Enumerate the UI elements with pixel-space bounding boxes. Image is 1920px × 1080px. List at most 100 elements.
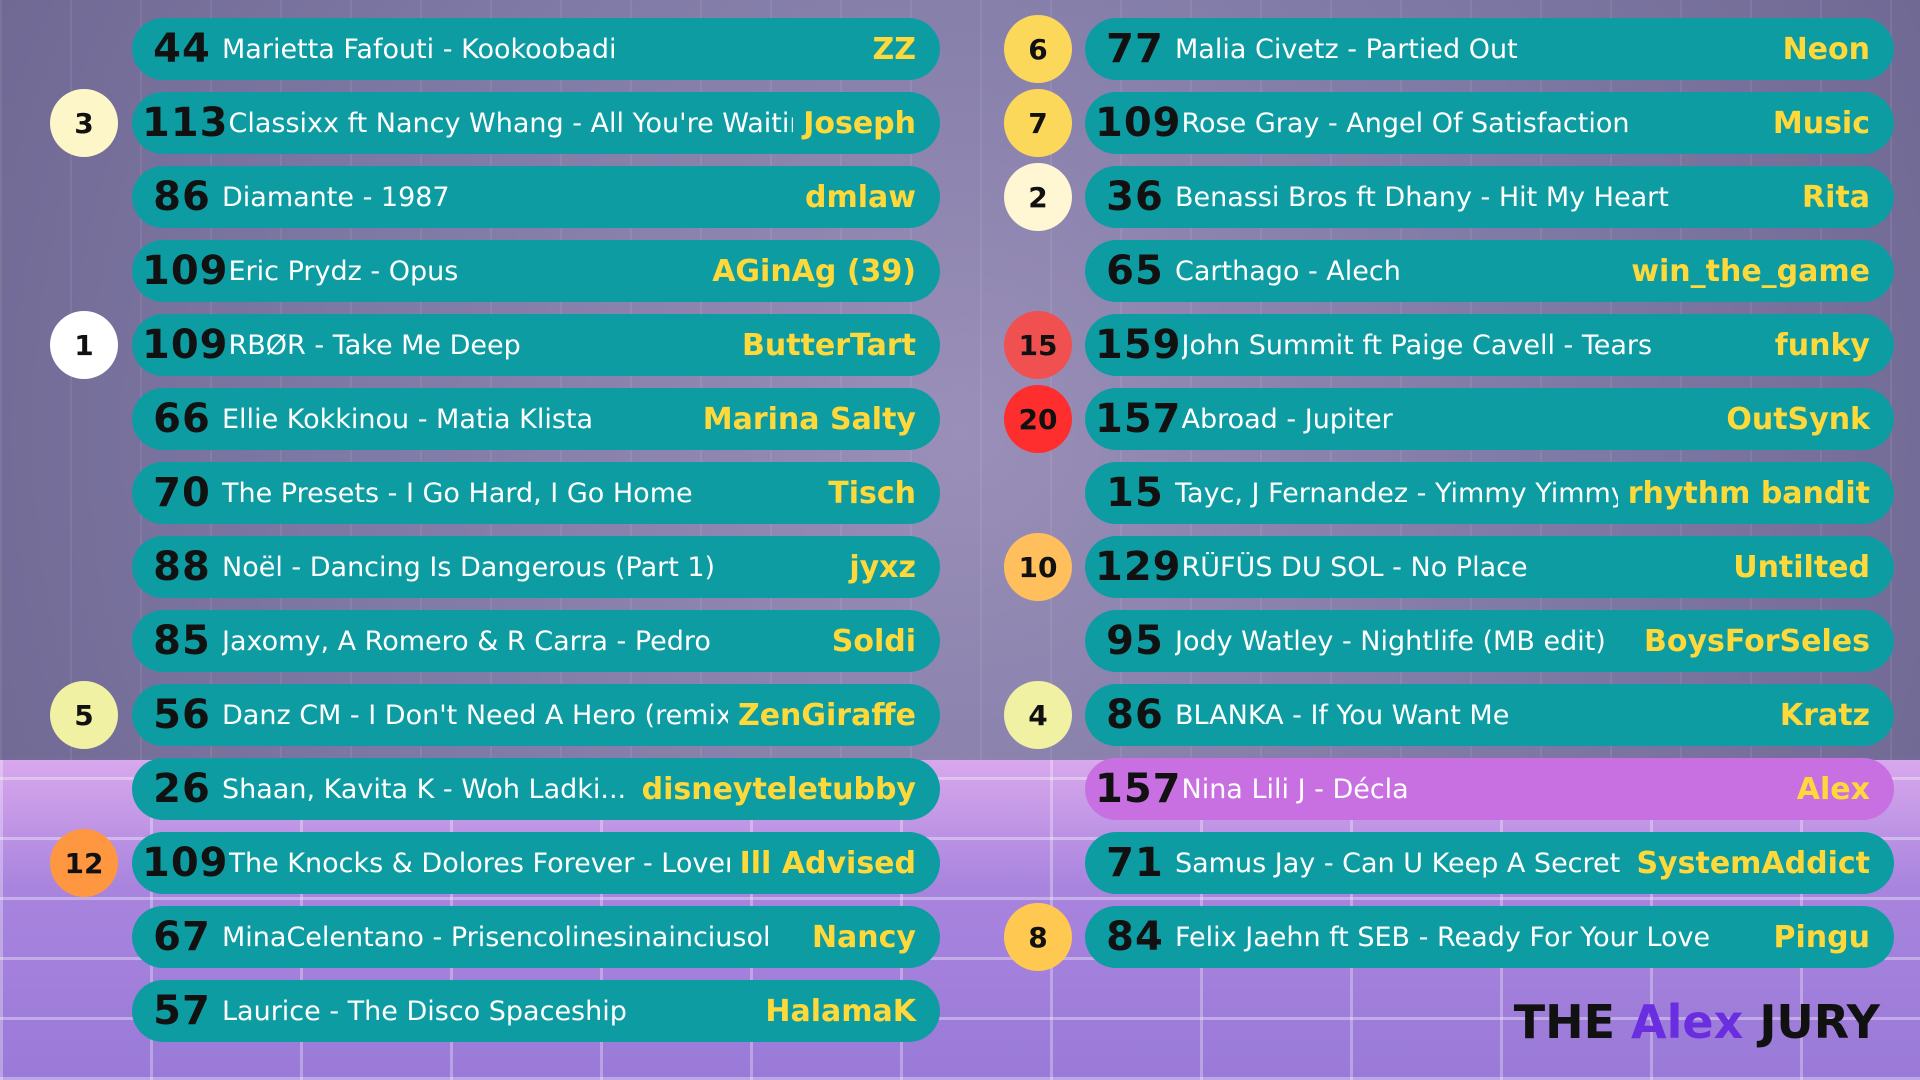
score: 109 [142,840,229,886]
song-title: Felix Jaehn ft SEB - Ready For Your Love [1175,921,1711,953]
score: 85 [153,618,211,664]
score: 86 [153,174,211,220]
points-badge: 1 [50,311,118,379]
entry-row: 36 Benassi Bros ft Dhany - Hit My Heart Ri… [1085,166,1894,228]
song-title: Malia Civetz - Partied Out [1175,33,1518,65]
song-title: Diamante - 1987 [222,181,450,213]
song-title: The Presets - I Go Hard, I Go Home [222,477,693,509]
song-title: Abroad - Jupiter [1181,403,1393,435]
points-badge: 12 [50,829,118,897]
user-name: Joseph [803,105,916,141]
footer: THE Alex JURY [1514,995,1880,1049]
user-name: BoysForSeles [1643,623,1870,659]
user-name: rhythm bandit [1627,475,1870,511]
user-name: Nancy [811,919,916,955]
entry-row: 109 RBØR - Take Me Deep ButterTart [132,314,940,376]
points-badge: 5 [50,681,118,749]
score: 109 [1095,100,1182,146]
song-title: The Knocks & Dolores Forever - Lover [228,847,730,879]
user-name: Ill Advised [739,845,916,881]
entry-row: 66 Ellie Kokkinou - Matia Klista Marina Sa… [132,388,940,450]
entry-row: 15 Tayc, J Fernandez - Yimmy Yimmy rhythm … [1085,462,1894,524]
entry-row: 86 BLANKA - If You Want Me Kratz [1085,684,1894,746]
song-title: Rose Gray - Angel Of Satisfaction [1181,107,1630,139]
user-name: Pingu [1773,919,1870,955]
entry-row: 67 MinaCelentano - Prisencolinesinaincius… [132,906,940,968]
entry-row: 26 Shaan, Kavita K - Woh Ladki... disneyte… [132,758,940,820]
score: 109 [142,322,229,368]
song-title: Laurice - The Disco Spaceship [222,995,627,1027]
user-name: ZZ [872,31,916,67]
song-title: Noël - Dancing Is Dangerous (Part 1) [222,551,716,583]
score: 67 [153,914,211,960]
points-badge: 8 [1004,903,1072,971]
entry-row: 70 The Presets - I Go Hard, I Go Home Tisc… [132,462,940,524]
entry-row: 113 Classixx ft Nancy Whang - All You're … [132,92,940,154]
footer-the: THE [1513,995,1616,1049]
score: 15 [1106,470,1164,516]
entry-row: 57 Laurice - The Disco Spaceship HalamaK [132,980,940,1042]
song-title: MinaCelentano - Prisencolinesinainciusol [222,921,771,953]
score: 36 [1106,174,1164,220]
entry-row: 109 Eric Prydz - Opus AGinAg (39) [132,240,940,302]
score: 84 [1106,914,1164,960]
user-name: ZenGiraffe [737,697,916,733]
score: 88 [153,544,211,590]
entry-row: 88 Noël - Dancing Is Dangerous (Part 1) jy… [132,536,940,598]
user-name: Marina Salty [702,401,916,437]
score: 44 [153,26,211,72]
entry-row: 129 RÜFÜS DU SOL - No Place Untilted [1085,536,1894,598]
score: 56 [153,692,211,738]
song-title: Tayc, J Fernandez - Yimmy Yimmy [1175,477,1618,509]
song-title: BLANKA - If You Want Me [1175,699,1510,731]
footer-name: Alex [1631,995,1744,1049]
user-name: OutSynk [1726,401,1870,437]
song-title: John Summit ft Paige Cavell - Tears [1181,329,1653,361]
song-title: Danz CM - I Don't Need A Hero (remix) [222,699,728,731]
entry-row: 157 Nina Lili J - Décla Alex [1085,758,1894,820]
entry-row: 109 Rose Gray - Angel Of Satisfaction Musi… [1085,92,1894,154]
entry-row: 44 Marietta Fafouti - Kookoobadi ZZ [132,18,940,80]
user-name: SystemAddict [1636,845,1870,881]
score: 71 [1106,840,1164,886]
song-title: Jody Watley - Nightlife (MB edit) [1175,625,1606,657]
song-title: Nina Lili J - Décla [1181,773,1409,805]
entry-row: 157 Abroad - Jupiter OutSynk [1085,388,1894,450]
score: 113 [142,100,229,146]
entry-row: 85 Jaxomy, A Romero & R Carra - Pedro Sold… [132,610,940,672]
entry-row: 77 Malia Civetz - Partied Out Neon [1085,18,1894,80]
user-name: dmlaw [805,179,916,215]
score: 109 [142,248,229,294]
footer-jury: JURY [1759,995,1880,1049]
entry-row: 95 Jody Watley - Nightlife (MB edit) BoysF… [1085,610,1894,672]
song-title: RBØR - Take Me Deep [228,329,521,361]
entry-row: 84 Felix Jaehn ft SEB - Ready For Your Lo… [1085,906,1894,968]
user-name: win_the_game [1631,253,1870,289]
points-badge: 4 [1004,681,1072,749]
score: 70 [153,470,211,516]
entry-row: 86 Diamante - 1987 dmlaw [132,166,940,228]
entry-row: 56 Danz CM - I Don't Need A Hero (remix) Z… [132,684,940,746]
user-name: Kratz [1779,697,1870,733]
song-title: Carthago - Alech [1175,255,1401,287]
entry-row: 109 The Knocks & Dolores Forever - Lover I… [132,832,940,894]
points-badge: 2 [1004,163,1072,231]
points-badge: 10 [1004,533,1072,601]
song-title: Eric Prydz - Opus [228,255,459,287]
score: 129 [1095,544,1182,590]
points-badge: 7 [1004,89,1072,157]
points-badge: 15 [1004,311,1072,379]
user-name: funky [1774,327,1870,363]
score: 66 [153,396,211,442]
user-name: ButterTart [741,327,916,363]
entry-row: 65 Carthago - Alech win_the_game [1085,240,1894,302]
points-badge: 3 [50,89,118,157]
user-name: HalamaK [765,993,916,1029]
score: 26 [153,766,211,812]
points-badge: 20 [1004,385,1072,453]
song-title: RÜFÜS DU SOL - No Place [1181,551,1528,583]
score: 157 [1095,766,1182,812]
user-name: disneyteletubby [641,771,916,807]
song-title: Ellie Kokkinou - Matia Klista [222,403,594,435]
